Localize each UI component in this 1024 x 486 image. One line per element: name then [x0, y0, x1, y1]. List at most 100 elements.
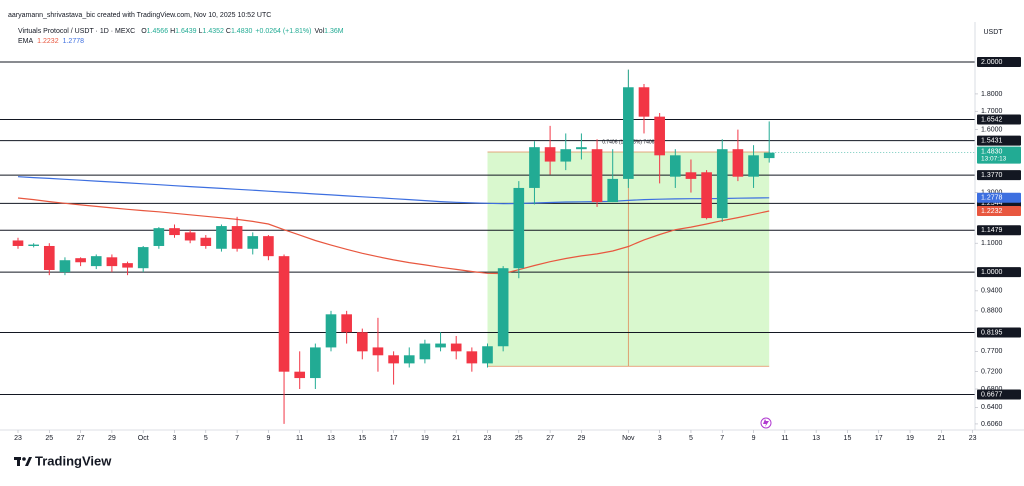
- x-tick-label: 11: [781, 435, 788, 442]
- x-tick-label: 7: [720, 435, 724, 442]
- candle-body: [169, 228, 180, 236]
- candle-body: [388, 355, 399, 364]
- candle-body: [403, 355, 415, 364]
- candle-body: [482, 346, 493, 364]
- last-price-label: 1.4830: [981, 148, 1003, 155]
- x-tick-label: 15: [844, 435, 852, 442]
- x-tick-label: 11: [296, 435, 303, 442]
- level-box: [977, 389, 1021, 400]
- level-label: 1.1479: [981, 227, 1003, 234]
- x-tick-label: 19: [906, 435, 914, 442]
- y-tick-label: 0.9400: [981, 288, 1003, 295]
- candle-body: [372, 347, 384, 356]
- candle-body: [654, 116, 665, 156]
- x-tick-label: 15: [358, 435, 366, 442]
- candle-body: [450, 343, 462, 352]
- y-tick-label: 1.1000: [981, 240, 1003, 247]
- x-tick-label: 21: [937, 435, 945, 442]
- level-box: [977, 267, 1021, 278]
- candle-body: [216, 226, 227, 249]
- ema-value: 1.2778: [63, 38, 85, 45]
- x-tick-label: 3: [173, 435, 177, 442]
- candle-body: [529, 147, 540, 188]
- candle-body: [200, 237, 212, 246]
- x-tick-label: 21: [452, 435, 460, 442]
- candle-body: [12, 240, 24, 246]
- symbol-legend: Virtuals Protocol / USDT · 1D · MEXC O1.4…: [18, 28, 344, 35]
- x-tick-label: 5: [689, 435, 693, 442]
- candle-body: [294, 371, 306, 379]
- currency-label: USDT: [983, 29, 1003, 36]
- ema-price-box: [977, 192, 1021, 203]
- candle-body: [310, 347, 321, 379]
- candle-body: [669, 155, 681, 177]
- level-box: [977, 56, 1021, 67]
- candle-body: [28, 244, 39, 246]
- x-tick-label: 9: [752, 435, 756, 442]
- ohlc-value: 1.4830: [231, 28, 253, 35]
- footer-brand: TradingView: [35, 453, 112, 468]
- ema-price-box: [977, 206, 1021, 217]
- level-label: 1.6542: [981, 116, 1003, 123]
- candle-body: [544, 147, 556, 162]
- level-box: [977, 135, 1021, 146]
- ema-price-label: 1.2232: [981, 208, 1003, 215]
- countdown: 13:07:13: [981, 155, 1007, 162]
- x-tick-label: Nov: [622, 435, 635, 442]
- x-tick-label: 7: [235, 435, 239, 442]
- level-label: 1.5431: [981, 137, 1003, 144]
- candle-body: [513, 187, 525, 269]
- ohlc-key: C: [226, 28, 231, 35]
- candle-body: [356, 332, 368, 352]
- level-label: 2.0000: [981, 59, 1003, 66]
- x-tick-label: 29: [578, 435, 586, 442]
- candle-body: [247, 236, 259, 249]
- symbol: Virtuals Protocol / USDT · 1D · MEXC: [18, 28, 135, 35]
- candle-body: [716, 149, 728, 219]
- x-tick-label: 25: [45, 435, 53, 442]
- ema-line: [17, 197, 770, 275]
- level-label: 1.2544: [981, 200, 1003, 207]
- candle-body: [435, 343, 446, 348]
- level-label: 0.8195: [981, 329, 1003, 336]
- x-tick-label: 3: [658, 435, 662, 442]
- ema-key: EMA: [18, 38, 34, 45]
- ohlc-value: 1.4352: [202, 28, 224, 35]
- candle-body: [59, 260, 71, 273]
- candle-body: [278, 256, 290, 372]
- candle-body: [106, 257, 118, 267]
- event-icon[interactable]: [760, 417, 772, 429]
- ohlc-value: 1.4566: [147, 28, 169, 35]
- level-label: 0.6677: [981, 391, 1003, 398]
- level-label: 1.3770: [981, 172, 1003, 179]
- level-box: [977, 170, 1021, 181]
- candle-body: [231, 226, 243, 249]
- candle-body: [763, 152, 775, 159]
- event-bolt: [763, 419, 769, 427]
- x-tick-label: 23: [484, 435, 492, 442]
- x-tick-label: 17: [390, 435, 398, 442]
- candle-body: [638, 87, 650, 117]
- candle-body: [137, 247, 149, 269]
- candle-body: [122, 263, 133, 268]
- candle-body: [263, 236, 274, 257]
- x-tick-label: 23: [14, 435, 22, 442]
- candle-body: [153, 228, 165, 246]
- y-tick-label: 0.7200: [981, 369, 1003, 376]
- change: +0.0264 (+1.81%): [255, 28, 311, 35]
- candle-body: [419, 343, 431, 360]
- x-tick-label: 25: [515, 435, 523, 442]
- candle-body: [701, 172, 712, 219]
- logo-stem: [17, 457, 20, 466]
- ema-price-label: 1.2778: [981, 195, 1003, 202]
- x-tick-label: 19: [421, 435, 429, 442]
- logo-dot: [22, 457, 26, 461]
- x-tick-label: 23: [969, 435, 977, 442]
- y-tick-label: 0.6060: [981, 421, 1003, 428]
- ema-value: 1.2232: [37, 38, 59, 45]
- volume-key: Vol: [314, 28, 324, 35]
- y-tick-label: 1.7000: [981, 108, 1003, 115]
- y-tick-label: 0.6400: [981, 404, 1003, 411]
- candle-body: [623, 87, 634, 179]
